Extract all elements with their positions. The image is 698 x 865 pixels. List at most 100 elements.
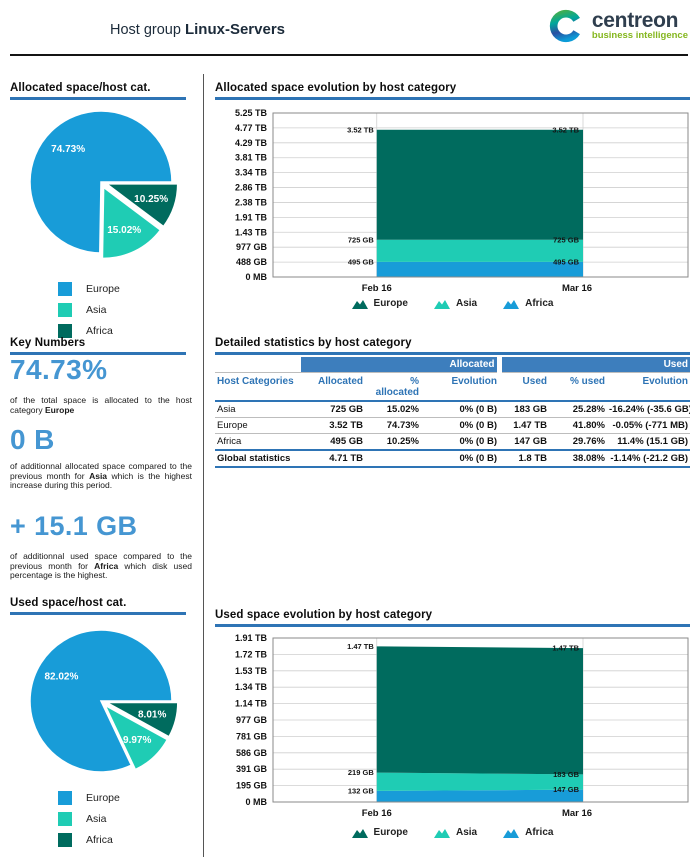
legend-swatch <box>58 833 72 847</box>
table-cell: Africa <box>215 433 301 451</box>
column-header: Used <box>499 372 549 402</box>
column-header: Allocated <box>301 372 365 402</box>
centreon-logo-text: centreon business intelligence <box>592 10 688 41</box>
table-cell: 15.02% <box>365 401 421 418</box>
band-value-label-left: 219 GB <box>348 768 374 777</box>
section-title-allocated-pie: Allocated space/host cat. <box>10 82 186 100</box>
column-header: % allocated <box>365 372 421 402</box>
table-cell: 725 GB <box>301 401 365 418</box>
y-axis-tick-label: 0 MB <box>245 272 267 282</box>
key-number-allocated-pct: 74.73% <box>10 354 108 385</box>
table-cell: 183 GB <box>499 401 549 418</box>
allocated-pie-legend: Europe Asia Africa <box>58 282 120 338</box>
key-text-2-pre: of additionnal allocated space compared … <box>10 461 192 481</box>
table-cell: -0.05% (-771 MB) <box>607 417 691 434</box>
legend-swatch <box>58 791 72 805</box>
table-cell: 0% (0 B) <box>421 433 499 451</box>
y-axis-tick-label: 195 GB <box>236 781 268 791</box>
area-legend-icon <box>433 299 450 309</box>
group-header-used: Used <box>496 357 691 373</box>
x-axis-label: Mar 16 <box>562 283 592 292</box>
pie-slice-label: 8.01% <box>138 710 166 721</box>
legend-item-africa: Africa <box>58 833 120 847</box>
band-value-label-right: 147 GB <box>553 785 579 794</box>
section-title-detailed-stats: Detailed statistics by host category <box>215 337 690 355</box>
column-header: Evolution <box>607 372 691 402</box>
legend-label: Europe <box>373 298 408 309</box>
table-cell: 25.28% <box>549 401 607 418</box>
band-value-label-left: 725 GB <box>348 235 374 244</box>
y-axis-tick-label: 977 GB <box>236 715 268 725</box>
table-cell: Asia <box>215 401 301 418</box>
column-header: Host Categories <box>215 372 301 402</box>
band-value-label-left: 3.52 TB <box>347 125 374 134</box>
header-divider <box>10 54 688 56</box>
pie-slice-asia <box>101 185 162 260</box>
y-axis-tick-label: 1.72 TB <box>235 649 268 659</box>
area-band-europe <box>376 129 584 240</box>
y-axis-tick-label: 977 GB <box>236 242 268 252</box>
band-value-label-left: 495 GB <box>348 257 374 266</box>
used-pie-chart: 8.01% 9.97% 82.02% <box>29 629 179 773</box>
area-legend-icon <box>503 299 520 309</box>
area-band-asia <box>376 239 584 262</box>
area-legend-icon <box>503 828 520 838</box>
band-value-label-left: 132 GB <box>348 786 374 795</box>
page-title-hostgroup: Linux-Servers <box>184 21 286 38</box>
legend-label: Europe <box>86 283 120 295</box>
pie-slice-label: 74.73% <box>51 144 85 155</box>
table-group-header-row: Allocated Used <box>215 357 691 373</box>
legend-item-europe: Europe <box>351 298 408 309</box>
key-number-allocated-evolution: 0 B <box>10 424 55 455</box>
legend-swatch <box>58 324 72 338</box>
table-cell: 3.52 TB <box>301 417 365 434</box>
pie-slice-label: 9.97% <box>123 735 151 746</box>
area-band-europe <box>376 646 584 775</box>
table-header-row: Host Categories Allocated% allocated Evolu… <box>215 372 691 402</box>
key-number-used-evolution-text: of additionnal used space compared to th… <box>10 551 192 581</box>
legend-item-europe: Europe <box>351 827 408 838</box>
band-value-label-right: 495 GB <box>553 257 579 266</box>
band-value-label-right: 725 GB <box>553 235 579 244</box>
section-title-allocated-evolution: Allocated space evolution by host catego… <box>215 82 690 100</box>
pie-slice-africa <box>104 183 179 228</box>
used-pie-legend: Europe Asia Africa <box>58 791 120 847</box>
pie-slice-label: 10.25% <box>134 194 168 205</box>
used-evolution-chart: 1.91 TB 1.72 TB 1.53 TB 1.34 TB 1.14 TB 977 G… <box>235 633 689 817</box>
key-text-2-bold: Asia <box>89 470 108 481</box>
y-axis-tick-label: 1.34 TB <box>235 682 268 692</box>
table-cell: 147 GB <box>499 433 549 451</box>
page-title-prefix: Host group <box>110 22 181 38</box>
table-cell: 10.25% <box>365 433 421 451</box>
table-cell: Global statistics <box>215 449 301 468</box>
x-axis-label: Feb 16 <box>362 283 392 292</box>
y-axis-tick-label: 1.91 TB <box>235 633 268 643</box>
legend-item-europe: Europe <box>58 791 120 805</box>
table-cell: -1.14% (-21.2 GB) <box>607 449 691 468</box>
group-header-allocated: Allocated <box>301 357 499 373</box>
table-cell: 0% (0 B) <box>421 417 499 434</box>
legend-item-europe: Europe <box>58 282 120 296</box>
y-axis-tick-label: 5.25 TB <box>235 108 268 118</box>
area-legend-icon <box>433 828 450 838</box>
band-value-label-right: 183 GB <box>553 770 579 779</box>
table-cell: 1.47 TB <box>499 417 549 434</box>
legend-item-africa: Africa <box>503 298 553 309</box>
y-axis-tick-label: 0 MB <box>245 797 267 807</box>
legend-label: Asia <box>86 813 107 825</box>
y-axis-tick-label: 781 GB <box>236 731 268 741</box>
table-row: Africa 495 GB 10.25% 0% (0 B) 147 GB 29.76% 11… <box>215 433 691 451</box>
allocated-evolution-chart: 5.25 TB 4.77 TB 4.29 TB 3.81 TB 3.34 TB 2.86 … <box>235 108 689 292</box>
legend-swatch <box>58 282 72 296</box>
detailed-stats-table-wrap: Allocated Used Host Categories Allocated% a… <box>215 357 691 468</box>
table-cell <box>365 449 421 468</box>
legend-label: Africa <box>86 325 113 337</box>
y-axis-tick-label: 1.43 TB <box>235 227 268 237</box>
pie-slice-europe <box>29 629 173 773</box>
pie-slice-africa <box>106 701 179 738</box>
table-row: Asia 725 GB 15.02% 0% (0 B) 183 GB 25.28% -16.… <box>215 401 691 418</box>
section-title-used-evolution: Used space evolution by host category <box>215 609 690 627</box>
key-text-3-pre: of additionnal used space compared to th… <box>10 551 192 571</box>
legend-label: Africa <box>525 827 554 838</box>
pie-slice-asia <box>103 703 169 771</box>
